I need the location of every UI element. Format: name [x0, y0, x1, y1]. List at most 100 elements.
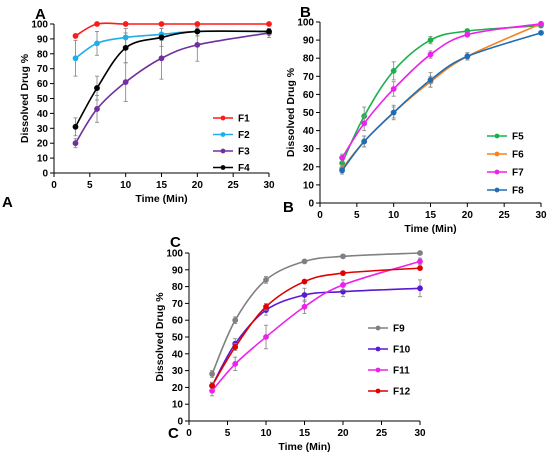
legend-label: F2 [238, 130, 250, 141]
data-point [390, 67, 397, 74]
y-tick-label: 40 [303, 126, 315, 137]
data-point [340, 253, 346, 260]
legend-entry-f7: F7 [487, 168, 524, 179]
legend-label: F12 [393, 387, 411, 398]
data-point [194, 41, 201, 48]
panel-b: 0 10 20 30 40 50 60 70 80 90 100 0 5 10 15 20 25 30 Time (… [283, 4, 547, 235]
y-tick-label: 20 [303, 162, 315, 173]
series-line [211, 267, 421, 387]
y-axis-title: Dissolved Drug % [19, 53, 31, 143]
x-tick-label: 20 [462, 210, 474, 221]
panel-corner-letter: A [2, 194, 13, 211]
x-tick-label: 25 [228, 180, 240, 191]
legend-marker [220, 132, 226, 137]
y-tick-label: 80 [303, 54, 315, 65]
y-tick-label: 50 [172, 333, 184, 344]
panel-letter: A [35, 6, 46, 23]
x-tick-label: 25 [499, 210, 511, 221]
legend-label: F5 [512, 132, 524, 143]
legend-entry-f12: F12 [368, 387, 411, 398]
panel-letter: C [170, 234, 181, 251]
data-point [72, 123, 79, 130]
y-tick-label: 20 [172, 383, 184, 394]
data-point [301, 258, 308, 265]
y-tick-label: 90 [303, 36, 315, 47]
data-point [232, 344, 239, 350]
legend-label: F10 [393, 345, 411, 356]
legend-marker [375, 346, 381, 352]
data-point [94, 21, 100, 27]
y-tick-label: 50 [37, 94, 49, 105]
x-tick-label: 15 [299, 428, 311, 439]
legend-label: F7 [512, 168, 524, 179]
legend-marker [375, 367, 381, 373]
legend-label: F11 [393, 366, 410, 377]
data-point [266, 28, 272, 35]
data-point [122, 44, 129, 51]
data-point [232, 360, 239, 367]
legend-marker [375, 388, 381, 394]
series-line [74, 32, 270, 144]
y-tick-label: 30 [172, 366, 184, 377]
legend-label: F4 [238, 163, 250, 174]
y-tick-label: 70 [37, 64, 49, 75]
y-tick-label: 20 [37, 139, 49, 150]
data-point [361, 120, 368, 127]
series-f10 [209, 279, 423, 390]
legend-marker [220, 148, 226, 154]
y-axis-title: Dissolved Drug % [285, 67, 297, 157]
x-tick-label: 0 [51, 180, 57, 191]
data-point [158, 34, 165, 41]
y-tick-label: 30 [303, 144, 315, 155]
y-tick-label: 80 [37, 49, 49, 60]
data-point [538, 20, 544, 27]
x-tick-label: 15 [156, 180, 168, 191]
y-tick-label: 70 [172, 299, 184, 310]
data-point [301, 292, 308, 298]
data-point [263, 303, 269, 310]
y-tick-label: 0 [177, 417, 183, 428]
legend-entry-f6: F6 [487, 150, 524, 161]
data-point [427, 37, 434, 43]
data-point [266, 21, 272, 27]
x-tick-label: 30 [535, 210, 547, 221]
y-tick-label: 0 [308, 199, 314, 210]
series-line [341, 24, 542, 164]
data-point [94, 40, 100, 47]
legend-label: F9 [393, 324, 405, 335]
x-tick-label: 15 [425, 210, 437, 221]
data-point [232, 317, 239, 324]
y-tick-label: 60 [303, 90, 315, 101]
legend-marker [220, 115, 226, 121]
panel-corner-letter: B [283, 199, 294, 216]
legend-entry-f8: F8 [487, 186, 524, 197]
legend-marker [494, 187, 500, 193]
data-point [390, 86, 397, 92]
series-line [74, 30, 270, 128]
data-point [301, 278, 308, 285]
legend-entry-f9: F9 [368, 324, 405, 335]
series-f4 [72, 26, 272, 137]
data-point [209, 371, 216, 377]
data-point [263, 334, 269, 340]
y-tick-label: 60 [172, 316, 184, 327]
legend-entry-f4: F4 [213, 163, 250, 174]
data-point [361, 138, 368, 145]
panel-corner-letter: C [168, 425, 179, 442]
legend-entry-f11: F11 [368, 366, 410, 377]
legend-entry-f10: F10 [368, 345, 411, 356]
x-tick-label: 5 [354, 210, 360, 221]
data-point [417, 265, 423, 272]
y-tick-label: 100 [297, 18, 314, 29]
series-f5 [339, 22, 544, 170]
y-tick-label: 30 [37, 124, 49, 135]
data-point [122, 21, 129, 27]
legend-marker [220, 165, 226, 170]
y-tick-label: 50 [303, 108, 315, 119]
x-tick-label: 10 [260, 428, 272, 439]
data-point [427, 77, 434, 83]
data-point [339, 154, 346, 161]
data-point [301, 303, 308, 310]
x-tick-label: 0 [186, 428, 192, 439]
series-f3 [72, 28, 272, 149]
